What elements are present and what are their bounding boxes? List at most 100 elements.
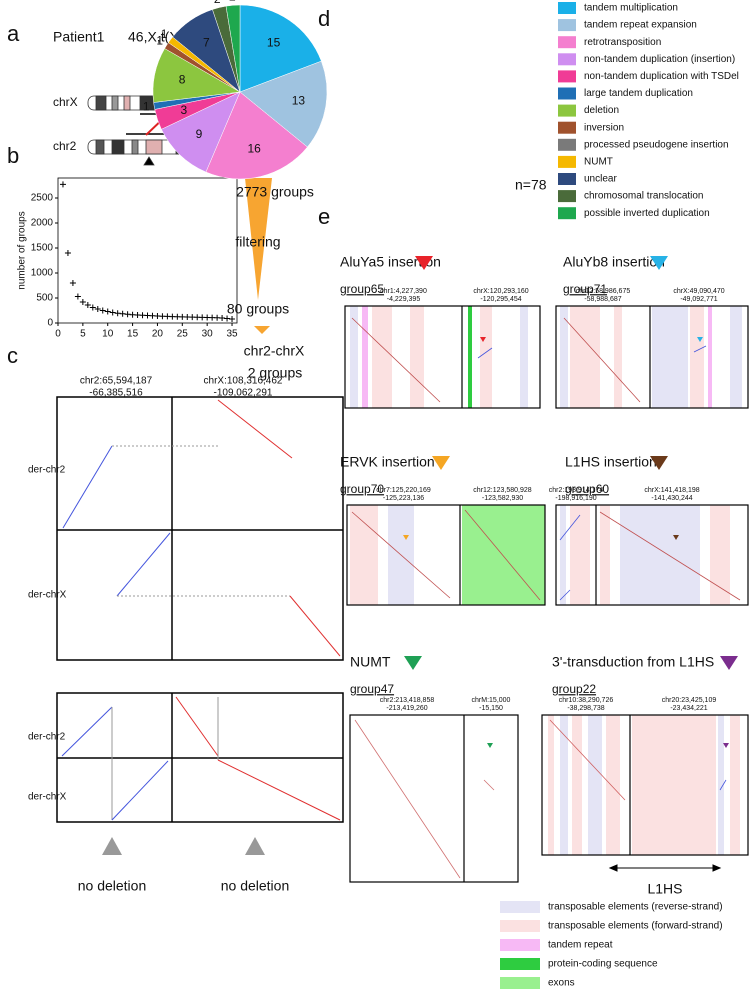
filter-step: filtering: [235, 234, 280, 250]
annotation-band: [718, 715, 724, 855]
region-label: -109,062,291: [214, 388, 273, 399]
y-tick-label: 2000: [31, 218, 54, 229]
legend-label: tandem multiplication: [584, 3, 678, 14]
note: no deletion: [221, 878, 290, 894]
data-point: [84, 302, 91, 308]
patient-id: Patient1: [53, 29, 105, 45]
x-tick-label: 5: [80, 329, 86, 340]
data-point: [89, 304, 96, 311]
slice-label: 8: [179, 72, 186, 86]
region-label: -23,434,221: [670, 705, 707, 712]
data-point: [229, 316, 236, 322]
dotplot-frame: [555, 305, 749, 409]
annotation-band: [606, 715, 620, 855]
legend-label: tandem repeat: [548, 940, 613, 951]
insertion-marker: [487, 743, 493, 748]
y-tick-label: 2500: [31, 193, 54, 204]
annotation-band: [548, 715, 554, 855]
annotation-band: [560, 715, 568, 855]
legend-label: transposable elements (reverse-strand): [548, 902, 723, 913]
panel-c-boxes: [56, 396, 344, 823]
dotplot-frame: [349, 714, 519, 883]
alignment-trace: [477, 347, 493, 359]
annotation-band: [614, 306, 622, 408]
plot-frame: [57, 177, 238, 324]
slice-label: 1: [161, 27, 168, 41]
legend-label: deletion: [584, 105, 619, 116]
annotation-band: [690, 306, 704, 408]
data-point: [109, 309, 116, 316]
legend-label: large tandem duplication: [584, 88, 693, 99]
case-title: L1HS insertion: [565, 454, 657, 470]
slice-label: 16: [247, 142, 261, 156]
case-title: ERVK insertion: [340, 454, 435, 470]
chromosome-label: chr2: [53, 139, 77, 153]
filter-arrow: [254, 326, 270, 334]
legend-swatch: [500, 920, 540, 932]
y-tick-label: 0: [47, 318, 53, 329]
l1hs-span: [608, 864, 722, 872]
annotation-band: [620, 505, 700, 605]
legend-swatch: [558, 2, 576, 14]
legend-label: protein-coding sequence: [548, 959, 658, 970]
group-id: group70: [340, 482, 384, 496]
group-id: group65: [340, 282, 384, 296]
legend-swatch: [558, 19, 576, 32]
case-marker: [404, 656, 422, 670]
region-label: chrX:108,316,462: [204, 376, 283, 387]
annotation-band: [520, 306, 528, 408]
region-label: -213,419,260: [386, 705, 427, 712]
chromosome-label: chrX: [53, 95, 78, 109]
data-point: [79, 299, 86, 305]
note: no deletion: [78, 878, 147, 894]
legend-swatch: [558, 173, 576, 185]
panel-c-traces: [61, 399, 341, 855]
panel-label: b: [7, 143, 19, 168]
legend-label: non-tandem duplication (insertion): [584, 54, 735, 65]
x-tick-label: 35: [226, 329, 238, 340]
region-label: -4,229,395: [387, 296, 421, 303]
region-label: chrX:49,090,470: [673, 288, 724, 295]
dotplot-frame: [344, 305, 541, 409]
annotation-band: [730, 715, 740, 855]
legend-swatch: [500, 939, 540, 951]
annotation-band: [710, 505, 730, 605]
group-id: group71: [563, 282, 607, 296]
alignment-trace: [351, 511, 451, 599]
x-tick-label: 10: [102, 329, 114, 340]
legend-swatch: [558, 87, 576, 100]
region-label: chr2:213,418,858: [380, 697, 435, 704]
legend-label: chromosomal translocation: [584, 191, 704, 202]
insertion-marker: [723, 743, 729, 748]
legend-label: retrotransposition: [584, 37, 661, 48]
panel-label: a: [7, 21, 20, 46]
slice-label: 2: [229, 0, 236, 3]
region-label: -141,430,244: [651, 495, 692, 502]
pie-slice: [239, 4, 322, 93]
alignment-trace: [483, 779, 495, 791]
annotation-band: [462, 505, 545, 605]
y-tick-label: 500: [36, 293, 53, 304]
filter-step: chr2-chrX: [244, 343, 305, 359]
annotation-band: [730, 306, 742, 408]
region-label: -66,385,516: [89, 388, 143, 399]
slice-label: 7: [203, 35, 210, 49]
dotplot-frame: [346, 504, 546, 606]
slice-label: 1: [143, 99, 150, 113]
insertion-marker: [480, 337, 486, 342]
annotation-band: [632, 715, 716, 855]
legend-label: tandem repeat expansion: [584, 20, 697, 31]
alignment-trace: [599, 511, 741, 601]
annotation-band: [560, 306, 568, 408]
pie-slice: [205, 91, 308, 180]
case-marker: [415, 256, 433, 270]
slice-label: 9: [196, 127, 203, 141]
legend-label: unclear: [584, 174, 617, 185]
annotation-band: [480, 306, 492, 408]
dotplot-frame: [555, 504, 749, 606]
pie-slice: [225, 4, 241, 93]
case-title: NUMT: [350, 654, 391, 670]
region-label: -58,988,687: [584, 296, 621, 303]
annotation-band: [410, 306, 424, 408]
